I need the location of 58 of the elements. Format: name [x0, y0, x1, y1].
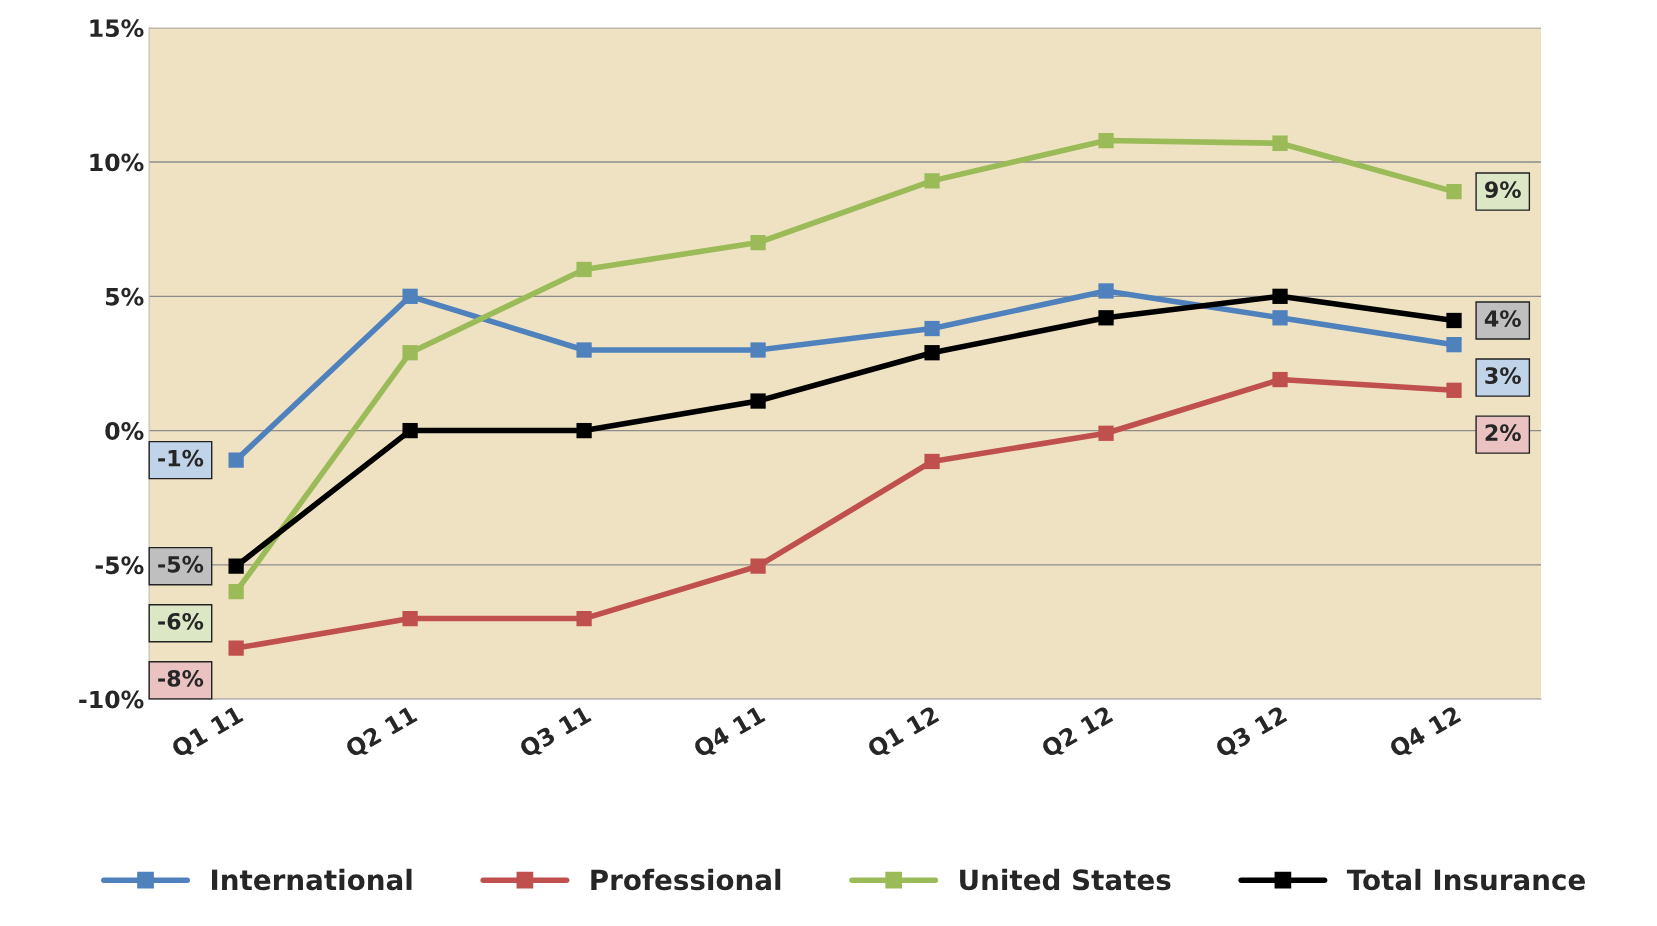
point [1272, 371, 1288, 388]
point [750, 234, 766, 251]
y-tick-label: 5% [106, 287, 144, 306]
point [576, 610, 592, 627]
point [1098, 283, 1114, 299]
point [1272, 288, 1288, 304]
point [402, 288, 418, 304]
point [1098, 132, 1114, 149]
x-tick-label: Q2 11 [344, 705, 420, 761]
x-tick-label: Q1 11 [170, 705, 246, 761]
point [924, 345, 940, 361]
x-tick-label: Q3 11 [518, 705, 594, 761]
data-label: 2% [1485, 424, 1521, 442]
x-tick-label: Q2 12 [1040, 705, 1115, 761]
point [402, 610, 418, 627]
point [750, 558, 766, 574]
legend-label: International [211, 868, 412, 891]
data-label: 9% [1485, 181, 1521, 199]
point [924, 173, 940, 189]
point [402, 345, 418, 361]
legend-label: Total Insurance [1346, 868, 1585, 891]
y-tick-label: -5% [95, 556, 144, 575]
data-label: -8% [158, 669, 204, 687]
point [924, 320, 940, 337]
point [750, 342, 766, 358]
legend-label: United States [960, 868, 1171, 891]
point [228, 558, 244, 574]
x-tick-label: Q4 11 [692, 705, 768, 761]
x-tick-label: Q4 12 [1388, 705, 1463, 761]
point [228, 452, 244, 468]
point [1098, 310, 1114, 326]
y-tick-label: -10% [79, 690, 144, 709]
data-label: -1% [158, 449, 204, 467]
point [1446, 183, 1462, 200]
point [924, 453, 940, 470]
point [1272, 310, 1288, 326]
point [576, 261, 592, 278]
point [750, 393, 766, 409]
data-label: 3% [1485, 367, 1521, 384]
point [402, 422, 418, 439]
point [228, 584, 244, 600]
x-tick-label: Q1 12 [866, 705, 941, 761]
data-label: -6% [158, 612, 204, 630]
point [576, 422, 592, 439]
y-tick-label: 10% [90, 153, 144, 172]
y-tick-label: 15% [90, 19, 144, 38]
point [1446, 337, 1462, 353]
y-tick-label: 0% [105, 422, 144, 440]
data-label: -5% [158, 555, 204, 573]
legend-label: Professional [591, 868, 781, 891]
x-tick-label: Q3 12 [1214, 705, 1289, 761]
point [1446, 312, 1462, 329]
data-label: 4% [1484, 310, 1521, 327]
point [1098, 425, 1114, 441]
point [576, 342, 592, 358]
point [1272, 135, 1288, 151]
point [228, 640, 244, 656]
point [1446, 382, 1462, 398]
